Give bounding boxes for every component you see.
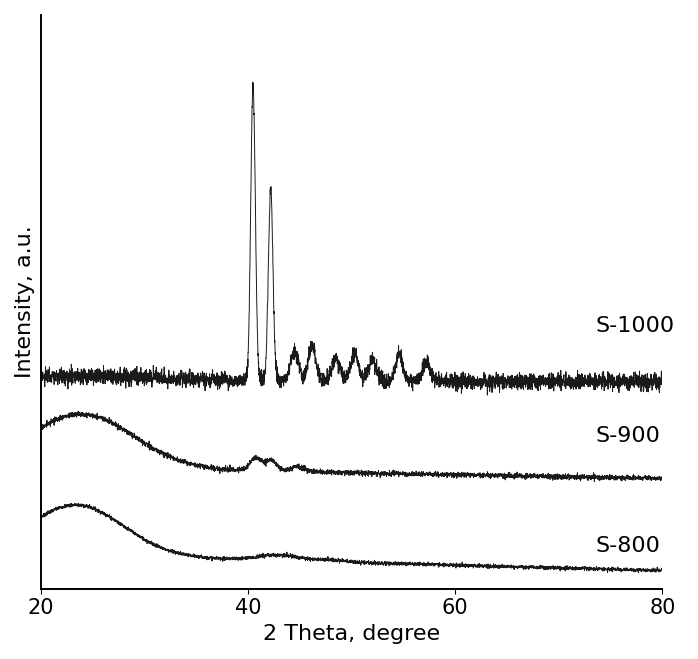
Text: S-800: S-800 <box>595 536 660 556</box>
X-axis label: 2 Theta, degree: 2 Theta, degree <box>263 624 440 644</box>
Text: S-1000: S-1000 <box>595 316 674 336</box>
Text: S-900: S-900 <box>595 426 660 446</box>
Y-axis label: Intensity, a.u.: Intensity, a.u. <box>15 225 35 378</box>
